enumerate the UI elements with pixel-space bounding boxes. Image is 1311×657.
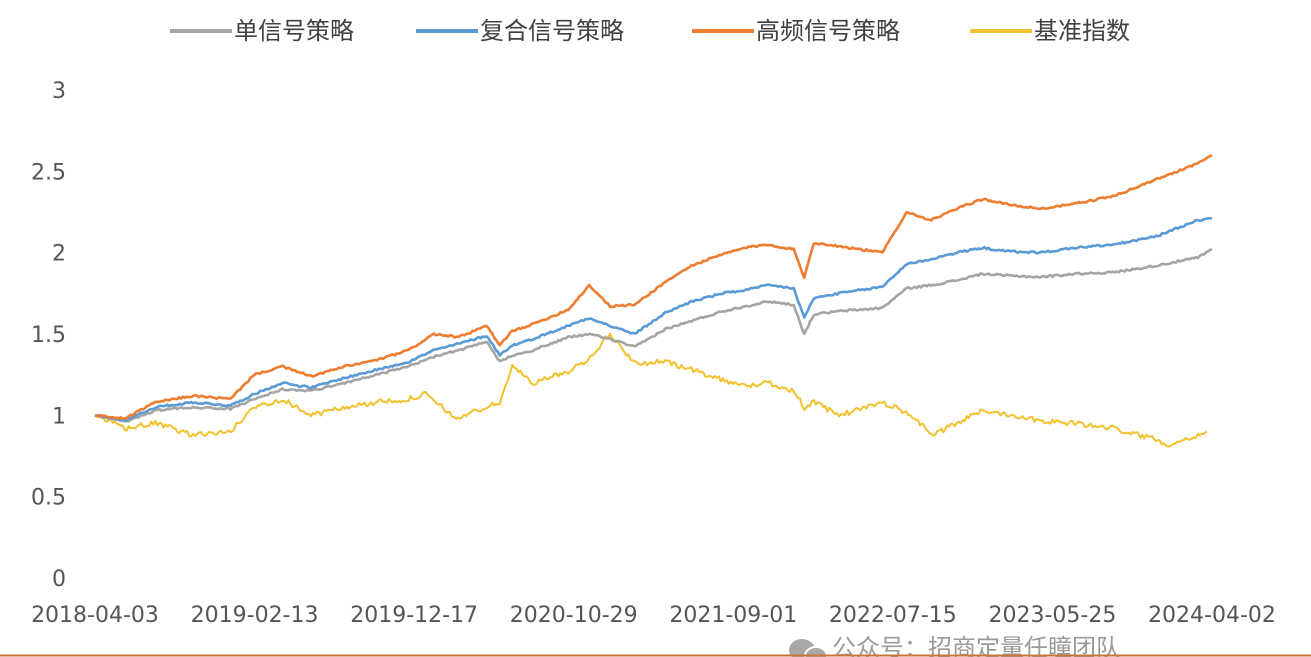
- plot-area: [94, 153, 1213, 448]
- legend-label: 高频信号策略: [756, 17, 900, 45]
- x-tick-label: 2022-07-15: [829, 603, 957, 628]
- legend-label: 单信号策略: [234, 17, 354, 45]
- x-tick-label: 2019-12-17: [350, 603, 478, 628]
- x-tick-label: 2021-09-01: [669, 603, 797, 628]
- y-tick-label: 2: [52, 242, 66, 267]
- x-tick-label: 2019-02-13: [191, 603, 319, 628]
- y-tick-label: 1.5: [31, 323, 66, 348]
- series-line: [94, 153, 1213, 421]
- y-tick-label: 0: [52, 567, 66, 592]
- legend: 单信号策略 复合信号策略 高频信号策略 基准指数: [170, 17, 1130, 45]
- series-line: [94, 248, 1213, 423]
- y-tick-label: 1: [52, 404, 66, 429]
- x-tick-label: 2020-10-29: [510, 603, 638, 628]
- y-tick-label: 0.5: [31, 486, 66, 511]
- x-axis: 2018-04-03 2019-02-13 2019-12-17 2020-10-29…: [31, 603, 1276, 628]
- legend-label: 基准指数: [1034, 17, 1130, 45]
- y-tick-label: 2.5: [31, 160, 66, 185]
- y-axis: 0 0.5 1 1.5 2 2.5 3: [31, 79, 66, 592]
- y-tick-label: 3: [52, 79, 66, 104]
- legend-label: 复合信号策略: [480, 17, 624, 45]
- x-tick-label: 2024-04-02: [1148, 603, 1276, 628]
- x-tick-label: 2018-04-03: [31, 603, 159, 628]
- watermark-text: 公众号：招商定量任瞳团队: [832, 634, 1120, 657]
- series-line: [94, 332, 1208, 448]
- watermark: 公众号：招商定量任瞳团队: [789, 634, 1120, 657]
- wechat-icon: [789, 639, 828, 657]
- series-line: [94, 216, 1213, 423]
- x-tick-label: 2023-05-25: [988, 603, 1116, 628]
